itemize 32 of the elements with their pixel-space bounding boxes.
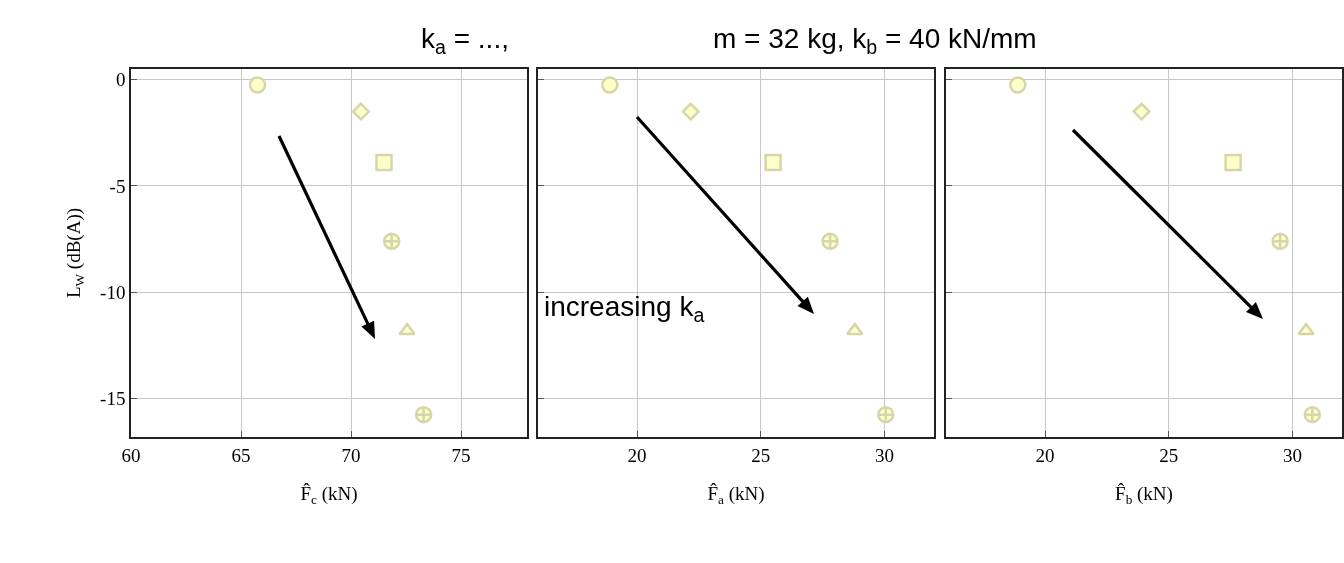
point: [1009, 76, 1027, 94]
point: [846, 322, 864, 336]
chart-title: k$_{a}$ = ...,: [421, 23, 509, 58]
x-tick-label: 30: [875, 444, 894, 466]
annotation: increasing k$_{a}$: [544, 291, 705, 326]
x-axis-title: F̂$_{a}$ (kN): [707, 482, 765, 507]
point: [375, 153, 393, 172]
y-tick-label: -10: [100, 282, 126, 303]
y-tick-label: 0: [115, 69, 126, 91]
point: [764, 153, 782, 172]
x-tick-label: 70: [341, 444, 361, 466]
x-tick-label: 65: [231, 444, 251, 466]
x-axis-title: F̂$_{b}$ (kN): [1115, 482, 1173, 507]
x-tick-label: 75: [451, 444, 471, 466]
x-axis-title: F̂$_{c}$ (kN): [300, 482, 358, 507]
point: [681, 102, 700, 121]
x-tick-label: 20: [627, 444, 647, 466]
point: [351, 102, 370, 121]
point: [1297, 322, 1315, 336]
x-tick-label: 30: [1283, 444, 1302, 466]
y-tick-label: -5: [109, 175, 126, 197]
point: [601, 76, 619, 94]
x-tick-label: 25: [751, 444, 771, 466]
chart-title: m = 32 kg, k$_{b}$ = 40 kN/mm: [713, 23, 1037, 58]
point: [1224, 153, 1242, 172]
x-tick-label: 20: [1035, 444, 1055, 466]
y-tick-label: -15: [100, 388, 126, 410]
point: [398, 322, 416, 336]
point: [1132, 102, 1151, 121]
x-tick-label: 60: [121, 444, 141, 466]
x-tick-label: 25: [1159, 444, 1179, 466]
point: [248, 76, 267, 94]
